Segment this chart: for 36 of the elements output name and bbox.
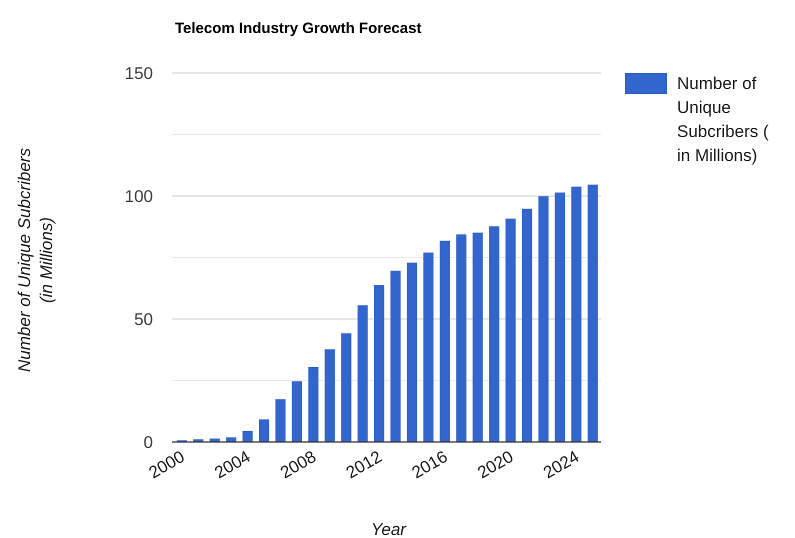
y-tick-label: 150 bbox=[124, 64, 153, 83]
x-axis-title: Year bbox=[371, 520, 408, 538]
bar bbox=[308, 366, 318, 442]
bar bbox=[374, 285, 384, 442]
chart-title: Telecom Industry Growth Forecast bbox=[175, 20, 422, 37]
bar bbox=[440, 240, 450, 442]
bar bbox=[456, 234, 466, 442]
bar bbox=[390, 270, 401, 442]
x-tick-label: 2004 bbox=[211, 447, 254, 482]
bar bbox=[358, 305, 368, 442]
bar bbox=[275, 399, 286, 442]
bar bbox=[292, 381, 302, 442]
bar bbox=[571, 186, 582, 442]
x-tick-label: 2020 bbox=[474, 447, 517, 482]
bar bbox=[423, 252, 434, 442]
bar bbox=[506, 218, 516, 442]
bar bbox=[341, 333, 352, 442]
bar bbox=[588, 184, 598, 442]
bar bbox=[258, 419, 270, 442]
bar bbox=[210, 438, 220, 442]
bar bbox=[324, 349, 335, 442]
x-tick-label: 2012 bbox=[342, 447, 386, 482]
legend-label: Number of Unique Subcribers ( in Millions) bbox=[677, 74, 769, 165]
bar bbox=[472, 232, 483, 442]
bar bbox=[242, 430, 253, 442]
bar bbox=[554, 192, 566, 442]
x-tick-label: 2024 bbox=[540, 447, 582, 482]
bar bbox=[406, 262, 418, 442]
bar bbox=[522, 208, 532, 442]
y-tick-label: 50 bbox=[134, 310, 153, 329]
x-tick-label: 2008 bbox=[277, 447, 320, 482]
x-tick-label: 2016 bbox=[408, 447, 451, 482]
y-tick-label: 100 bbox=[124, 187, 153, 206]
bar bbox=[489, 226, 500, 442]
bar bbox=[538, 196, 549, 442]
y-axis-title: Number of Unique Subcribers (in Millions) bbox=[15, 148, 56, 372]
